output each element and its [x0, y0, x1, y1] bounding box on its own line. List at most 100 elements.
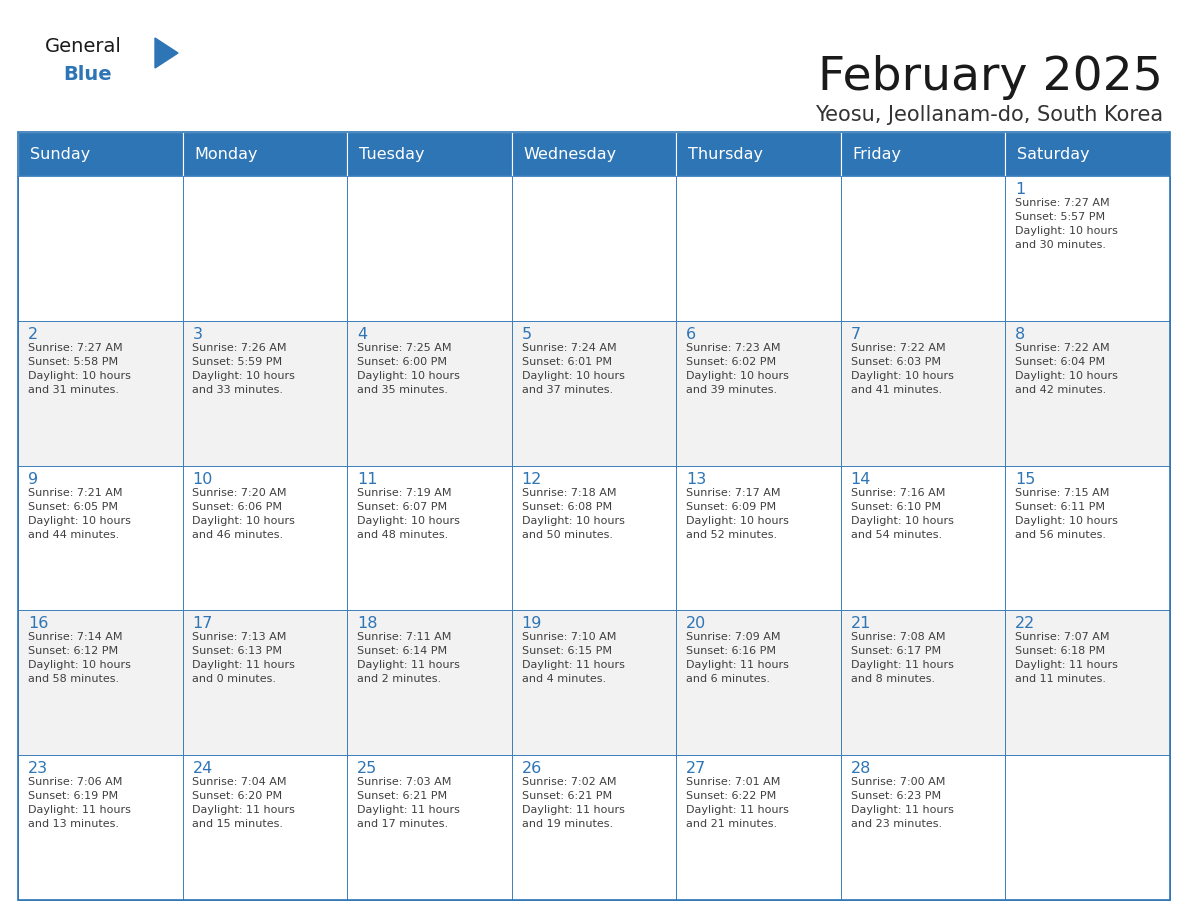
Text: Sunset: 6:06 PM: Sunset: 6:06 PM: [192, 501, 283, 511]
Text: and 4 minutes.: and 4 minutes.: [522, 675, 606, 685]
Text: and 8 minutes.: and 8 minutes.: [851, 675, 935, 685]
Text: Monday: Monday: [194, 147, 258, 162]
Text: Thursday: Thursday: [688, 147, 763, 162]
Text: Sunset: 6:22 PM: Sunset: 6:22 PM: [687, 791, 777, 801]
Bar: [183, 176, 347, 320]
Text: and 23 minutes.: and 23 minutes.: [851, 819, 942, 829]
Text: Daylight: 11 hours: Daylight: 11 hours: [192, 660, 296, 670]
Text: and 11 minutes.: and 11 minutes.: [1016, 675, 1106, 685]
Text: and 0 minutes.: and 0 minutes.: [192, 675, 277, 685]
Bar: [183, 320, 347, 465]
Text: and 48 minutes.: and 48 minutes.: [358, 530, 448, 540]
Bar: [676, 132, 841, 176]
Text: Saturday: Saturday: [1017, 147, 1089, 162]
Text: Daylight: 10 hours: Daylight: 10 hours: [851, 371, 954, 381]
Text: Sunrise: 7:08 AM: Sunrise: 7:08 AM: [851, 633, 946, 643]
Bar: [347, 132, 512, 176]
Bar: [676, 756, 841, 900]
Text: Sunrise: 7:23 AM: Sunrise: 7:23 AM: [687, 342, 781, 353]
Text: Sunset: 6:03 PM: Sunset: 6:03 PM: [851, 357, 941, 367]
Text: Sunrise: 7:03 AM: Sunrise: 7:03 AM: [358, 778, 451, 788]
Text: Sunset: 6:21 PM: Sunset: 6:21 PM: [358, 791, 447, 801]
Text: Sunset: 6:23 PM: Sunset: 6:23 PM: [851, 791, 941, 801]
Text: Daylight: 10 hours: Daylight: 10 hours: [358, 371, 460, 381]
Text: Sunrise: 7:26 AM: Sunrise: 7:26 AM: [192, 342, 287, 353]
Bar: [676, 176, 841, 320]
Bar: [18, 132, 1170, 900]
Bar: [1005, 756, 1170, 900]
Bar: [512, 465, 676, 610]
Text: Daylight: 11 hours: Daylight: 11 hours: [358, 805, 460, 815]
Text: and 35 minutes.: and 35 minutes.: [358, 385, 448, 395]
Bar: [1005, 132, 1170, 176]
Text: Sunset: 6:16 PM: Sunset: 6:16 PM: [687, 646, 776, 656]
Text: Sunset: 6:18 PM: Sunset: 6:18 PM: [1016, 646, 1105, 656]
Text: 9: 9: [27, 472, 38, 487]
Bar: [18, 756, 183, 900]
Text: Wednesday: Wednesday: [523, 147, 617, 162]
Text: Daylight: 10 hours: Daylight: 10 hours: [358, 516, 460, 526]
Text: Daylight: 11 hours: Daylight: 11 hours: [851, 805, 954, 815]
Text: Sunrise: 7:22 AM: Sunrise: 7:22 AM: [851, 342, 946, 353]
Bar: [347, 756, 512, 900]
Text: and 2 minutes.: and 2 minutes.: [358, 675, 441, 685]
Bar: [676, 320, 841, 465]
Bar: [183, 610, 347, 756]
Text: Sunrise: 7:21 AM: Sunrise: 7:21 AM: [27, 487, 122, 498]
Text: Daylight: 11 hours: Daylight: 11 hours: [1016, 660, 1118, 670]
Text: Sunset: 5:59 PM: Sunset: 5:59 PM: [192, 357, 283, 367]
Text: Sunset: 6:13 PM: Sunset: 6:13 PM: [192, 646, 283, 656]
Text: Sunrise: 7:15 AM: Sunrise: 7:15 AM: [1016, 487, 1110, 498]
Text: Daylight: 10 hours: Daylight: 10 hours: [192, 516, 296, 526]
Text: Sunset: 6:02 PM: Sunset: 6:02 PM: [687, 357, 776, 367]
Text: and 30 minutes.: and 30 minutes.: [1016, 240, 1106, 250]
Text: Sunset: 6:08 PM: Sunset: 6:08 PM: [522, 501, 612, 511]
Text: 22: 22: [1016, 616, 1036, 632]
Text: Daylight: 10 hours: Daylight: 10 hours: [27, 516, 131, 526]
Text: Sunrise: 7:27 AM: Sunrise: 7:27 AM: [27, 342, 122, 353]
Text: and 58 minutes.: and 58 minutes.: [27, 675, 119, 685]
Text: Sunset: 5:58 PM: Sunset: 5:58 PM: [27, 357, 118, 367]
Text: Tuesday: Tuesday: [359, 147, 424, 162]
Text: Sunset: 6:20 PM: Sunset: 6:20 PM: [192, 791, 283, 801]
Bar: [183, 132, 347, 176]
Polygon shape: [154, 38, 178, 68]
Text: and 39 minutes.: and 39 minutes.: [687, 385, 777, 395]
Text: February 2025: February 2025: [819, 55, 1163, 100]
Text: 26: 26: [522, 761, 542, 777]
Text: Yeosu, Jeollanam-do, South Korea: Yeosu, Jeollanam-do, South Korea: [815, 105, 1163, 125]
Text: and 46 minutes.: and 46 minutes.: [192, 530, 284, 540]
Text: Sunset: 6:09 PM: Sunset: 6:09 PM: [687, 501, 776, 511]
Text: Sunset: 6:17 PM: Sunset: 6:17 PM: [851, 646, 941, 656]
Text: and 21 minutes.: and 21 minutes.: [687, 819, 777, 829]
Text: Sunrise: 7:22 AM: Sunrise: 7:22 AM: [1016, 342, 1110, 353]
Text: 15: 15: [1016, 472, 1036, 487]
Text: 16: 16: [27, 616, 49, 632]
Text: 5: 5: [522, 327, 532, 341]
Text: Daylight: 10 hours: Daylight: 10 hours: [851, 516, 954, 526]
Text: and 31 minutes.: and 31 minutes.: [27, 385, 119, 395]
Bar: [676, 610, 841, 756]
Bar: [347, 176, 512, 320]
Text: Daylight: 10 hours: Daylight: 10 hours: [1016, 516, 1118, 526]
Text: 13: 13: [687, 472, 707, 487]
Text: Sunrise: 7:25 AM: Sunrise: 7:25 AM: [358, 342, 451, 353]
Text: Daylight: 10 hours: Daylight: 10 hours: [687, 371, 789, 381]
Text: Blue: Blue: [63, 65, 112, 84]
Text: Sunset: 6:15 PM: Sunset: 6:15 PM: [522, 646, 612, 656]
Text: Sunrise: 7:00 AM: Sunrise: 7:00 AM: [851, 778, 946, 788]
Bar: [512, 176, 676, 320]
Text: Sunrise: 7:13 AM: Sunrise: 7:13 AM: [192, 633, 286, 643]
Text: Sunset: 6:05 PM: Sunset: 6:05 PM: [27, 501, 118, 511]
Text: and 56 minutes.: and 56 minutes.: [1016, 530, 1106, 540]
Text: and 33 minutes.: and 33 minutes.: [192, 385, 284, 395]
Text: Sunset: 6:01 PM: Sunset: 6:01 PM: [522, 357, 612, 367]
Text: Sunrise: 7:20 AM: Sunrise: 7:20 AM: [192, 487, 287, 498]
Bar: [1005, 465, 1170, 610]
Bar: [1005, 610, 1170, 756]
Text: 27: 27: [687, 761, 707, 777]
Bar: [512, 132, 676, 176]
Text: Sunset: 6:11 PM: Sunset: 6:11 PM: [1016, 501, 1105, 511]
Text: Daylight: 10 hours: Daylight: 10 hours: [522, 371, 625, 381]
Bar: [512, 756, 676, 900]
